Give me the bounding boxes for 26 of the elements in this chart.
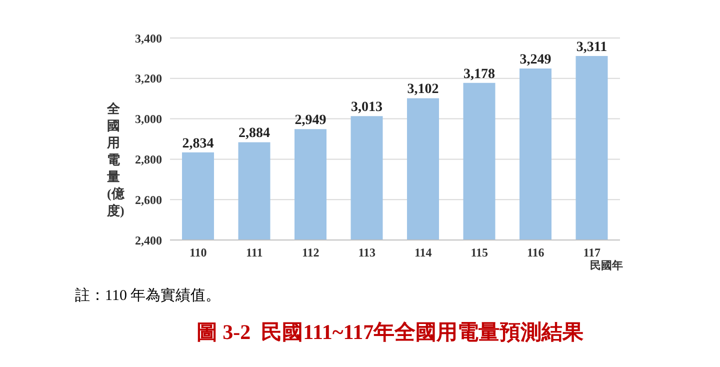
text: 圖 3-2 民國111~117年全國用電量預測結果 (195, 319, 585, 346)
x-tick-label: 113 (358, 246, 376, 260)
x-tick-label: 117 (583, 246, 601, 260)
data-label: 3,178 (464, 66, 495, 82)
y-tick-label: 3,400 (135, 31, 162, 46)
x-tick-label: 115 (470, 246, 488, 260)
y-tick-label: 3,200 (135, 72, 162, 86)
data-label: 2,884 (238, 126, 270, 142)
y-tick-label: 2,600 (135, 192, 162, 207)
y-tick-label: 2,800 (135, 152, 162, 166)
data-label: 3,249 (520, 52, 552, 68)
x-tick-label: 112 (302, 246, 320, 260)
x-tick-label: 114 (414, 246, 432, 260)
data-label: 3,311 (576, 40, 608, 55)
x-tick-label: 116 (526, 246, 544, 260)
data-label: 3,013 (351, 100, 382, 116)
text: 註：110 年為實績值。 (75, 286, 221, 305)
x-tick-label: 110 (189, 246, 207, 260)
x-tick-label: 111 (246, 246, 263, 260)
y-tick-label: 2,400 (135, 233, 162, 248)
data-label: 2,834 (182, 136, 214, 152)
data-label: 3,102 (407, 82, 439, 98)
x-axis-title: 民國年 (590, 258, 623, 273)
data-label: 2,949 (294, 113, 326, 128)
y-axis-title: 全國用電量(億度) (107, 100, 124, 219)
y-tick-label: 3,000 (135, 112, 162, 126)
